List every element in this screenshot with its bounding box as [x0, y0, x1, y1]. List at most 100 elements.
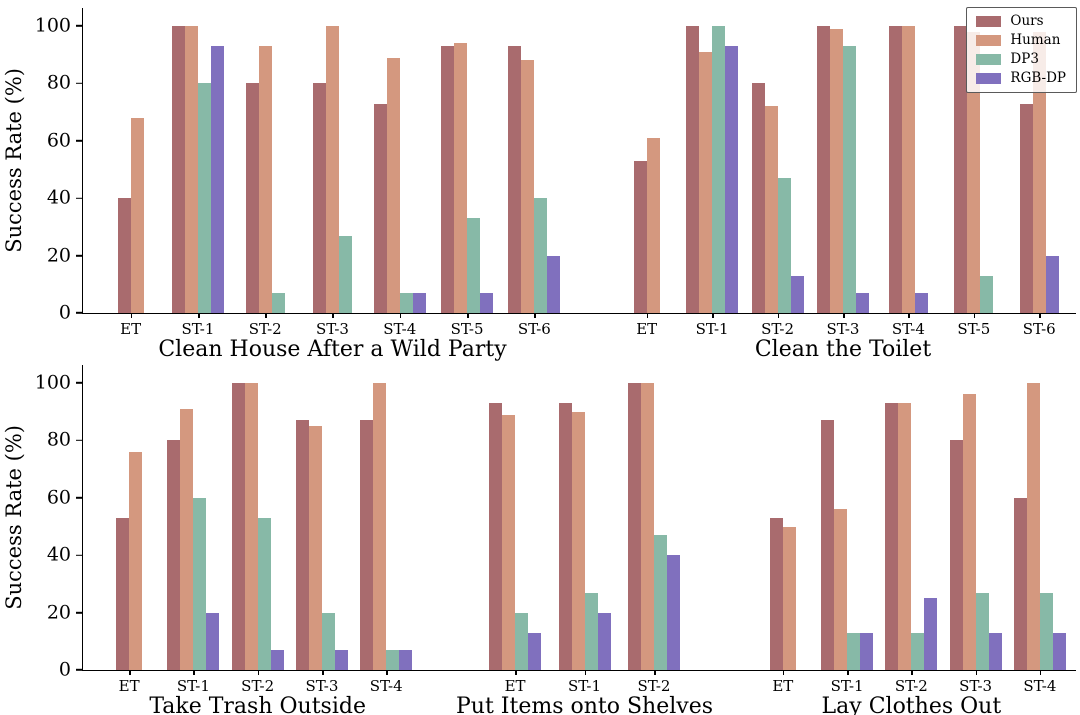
x-tick-mark: [399, 313, 402, 318]
category-slot: ST-4: [1008, 365, 1072, 695]
bar-human: [967, 31, 981, 313]
bar-cluster: [116, 451, 143, 670]
category-slot: ET: [97, 365, 161, 695]
y-tick-mark: [76, 382, 83, 384]
x-tick-label: ST-2: [761, 320, 795, 338]
y-tick-label: 0: [58, 301, 71, 324]
y-tick-mark: [76, 312, 83, 314]
x-tick-label: ST-2: [248, 320, 282, 338]
x-tick-label: ST-2: [894, 677, 928, 695]
category-slot: ST-4: [876, 8, 941, 338]
group-title: Take Trash Outside: [149, 694, 366, 715]
x-tick-label: ST-3: [316, 320, 349, 338]
bar-human: [258, 46, 272, 313]
bar-dp3: [534, 198, 548, 313]
bar-rgb-dp: [860, 632, 874, 670]
task-group: ET ST-1 ST-2 ST-3 ST-4 ST-5 ST-6 Clean House Af…: [97, 8, 568, 362]
bar-ours: [441, 46, 455, 313]
bar-ours: [949, 440, 963, 670]
bar-cluster: [888, 26, 928, 313]
legend: Ours Human DP3 RGB-DP: [966, 7, 1077, 93]
x-tick-mark: [197, 313, 200, 318]
bar-ours: [769, 517, 783, 670]
bar-ours: [167, 440, 181, 670]
bar-rgb-dp: [1045, 255, 1059, 313]
bar-human: [184, 26, 198, 313]
bar-rgb-dp: [547, 255, 561, 313]
x-tick-mark: [130, 313, 133, 318]
x-tick-mark: [257, 670, 260, 675]
x-tick-mark: [646, 313, 649, 318]
x-tick-mark: [1039, 670, 1042, 675]
category-slot: ST-5: [941, 8, 1006, 338]
task-group: ET ST-1 ST-2 ST-3 ST-4 ST-5 ST-6 Clean the Toil…: [614, 8, 1072, 362]
chart-row-top: Success Rate (%) 0 20 40 60 80 100 ET ST-1 ST-2 S…: [2, 8, 1076, 362]
category-slot: ET: [751, 365, 815, 695]
group-title: Clean the Toilet: [754, 337, 932, 362]
x-tick-mark: [129, 670, 131, 675]
bar-human: [1026, 383, 1040, 670]
y-tick-mark: [76, 439, 83, 442]
bar-dp3: [847, 632, 861, 670]
x-tick-mark: [265, 313, 267, 318]
x-tick-label: ST-3: [826, 320, 860, 338]
chart-row-bottom: Success Rate (%) 0 20 40 60 80 100 ET ST-1 ST-2 S…: [2, 365, 1076, 715]
legend-label: Ours: [1010, 13, 1044, 29]
bar-cluster: [1013, 383, 1066, 670]
bar-cluster: [633, 137, 660, 313]
bar-ours: [1019, 103, 1033, 313]
y-tick-mark: [76, 197, 83, 199]
x-tick-label: ET: [120, 320, 142, 338]
y-tick-mark: [76, 254, 83, 257]
bar-cluster: [816, 26, 869, 313]
category-slot: ST-1: [550, 365, 619, 695]
bar-rgb-dp: [988, 632, 1002, 670]
y-tick-mark: [76, 82, 83, 85]
x-tick-label: ST-6: [1022, 320, 1056, 338]
legend-label: DP3: [1010, 51, 1039, 67]
bar-rgb-dp: [210, 46, 224, 313]
x-tick-mark: [332, 313, 335, 318]
category-slot: ST-3: [290, 365, 354, 695]
x-tick-mark: [908, 313, 910, 318]
bar-cluster: [1019, 31, 1059, 313]
bar-cluster: [627, 383, 680, 670]
bar-cluster: [686, 26, 739, 313]
y-axis-label-wrap: Success Rate (%): [1, 8, 27, 313]
bar-dp3: [584, 592, 598, 670]
bar-ours: [633, 160, 647, 313]
legend-swatch-dp3: [976, 53, 1002, 65]
bar-human: [901, 26, 915, 313]
x-tick-mark: [1039, 313, 1041, 318]
x-tick-mark: [534, 313, 536, 318]
y-tick-mark: [76, 497, 83, 499]
bar-dp3: [257, 517, 271, 670]
bar-ours: [751, 83, 765, 313]
plot-area-bottom: Success Rate (%) 0 20 40 60 80 100 ET ST-1 ST-2 S…: [2, 365, 1076, 715]
y-tick-label: 0: [58, 658, 71, 681]
bar-dp3: [980, 275, 994, 313]
x-tick-label: ST-3: [305, 677, 339, 695]
bar-human: [699, 51, 713, 313]
y-tick-label: 60: [46, 129, 71, 152]
bar-rgb-dp: [790, 275, 804, 313]
bar-dp3: [515, 612, 529, 670]
x-tick-label: ST-2: [637, 677, 671, 695]
x-tick-mark: [386, 670, 388, 675]
y-tick-label: 80: [46, 71, 71, 94]
bar-dp3: [338, 235, 352, 313]
bar-cluster: [441, 43, 494, 313]
bar-human: [308, 426, 322, 670]
bar-dp3: [467, 218, 481, 313]
x-tick-label: ET: [636, 320, 658, 338]
bar-human: [829, 28, 843, 313]
bar-dp3: [712, 26, 726, 313]
bar-dp3: [271, 292, 285, 313]
category-slot: ST-2: [879, 365, 943, 695]
bar-rgb-dp: [725, 46, 739, 313]
bar-dp3: [1039, 592, 1053, 670]
legend-swatch-ours: [976, 15, 1002, 27]
x-tick-mark: [842, 313, 845, 318]
legend-swatch-rgb-dp: [976, 72, 1002, 84]
bar-ours: [885, 403, 899, 670]
